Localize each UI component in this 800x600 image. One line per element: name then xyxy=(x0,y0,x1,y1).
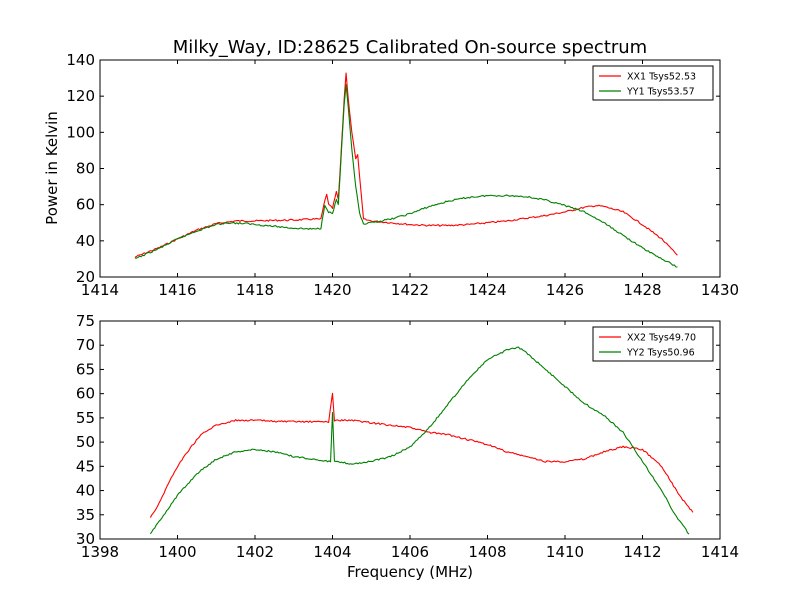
legend-box xyxy=(592,326,714,362)
y-tick-label: 45 xyxy=(76,457,95,475)
x-tick-label: 1412 xyxy=(623,543,661,561)
legend-entry: XX2 Tsys49.70 xyxy=(627,333,696,344)
y-tick-label: 80 xyxy=(76,160,95,178)
series-line xyxy=(149,392,694,518)
y-tick-label: 35 xyxy=(76,506,95,524)
chart-title: Milky_Way, ID:28625 Calibrated On-source… xyxy=(173,37,647,58)
x-tick-label: 1402 xyxy=(236,543,274,561)
y-tick-label: 65 xyxy=(76,360,95,378)
legend-entry: XX1 Tsys52.53 xyxy=(627,72,696,83)
x-tick-label: 1416 xyxy=(158,281,196,299)
x-tick-label: 1406 xyxy=(391,543,429,561)
y-tick-label: 60 xyxy=(76,196,95,214)
y-tick-label: 140 xyxy=(66,51,95,69)
x-tick-label: 1418 xyxy=(236,281,274,299)
y-tick-label: 20 xyxy=(76,268,95,286)
legend-entry: YY1 Tsys53.57 xyxy=(626,87,695,98)
y-tick-label: 40 xyxy=(76,482,95,500)
x-tick-label: 1424 xyxy=(468,281,506,299)
x-axis-label: Frequency (MHz) xyxy=(347,563,473,581)
x-tick-label: 1430 xyxy=(701,281,739,299)
y-tick-label: 120 xyxy=(66,87,95,105)
x-tick-label: 1420 xyxy=(313,281,351,299)
x-tick-label: 1410 xyxy=(546,543,584,561)
y-axis-label: Power in Kelvin xyxy=(43,111,61,225)
y-tick-label: 100 xyxy=(66,123,95,141)
x-tick-label: 1404 xyxy=(313,543,351,561)
y-tick-label: 75 xyxy=(76,312,95,330)
x-tick-label: 1414 xyxy=(81,281,119,299)
series-line xyxy=(134,84,678,268)
legend: XX1 Tsys52.53 YY1 Tsys53.57 xyxy=(592,65,714,101)
y-tick-label: 60 xyxy=(76,385,95,403)
legend-entry: YY2 Tsys50.96 xyxy=(626,348,695,359)
y-tick-label: 55 xyxy=(76,409,95,427)
x-tick-label: 1398 xyxy=(81,543,119,561)
legend-box xyxy=(592,65,714,101)
legend: XX2 Tsys49.70 YY2 Tsys50.96 xyxy=(592,326,714,362)
bottom-panel: 1398 1400 1402 1404 1406 1408 1410 1412 1414 30 35… xyxy=(76,312,739,561)
x-tick-label: 1428 xyxy=(623,281,661,299)
y-tick-label: 30 xyxy=(76,530,95,548)
y-tick-label: 50 xyxy=(76,433,95,451)
y-tick-label: 40 xyxy=(76,232,95,250)
x-tick-label: 1408 xyxy=(468,543,506,561)
x-tick-label: 1400 xyxy=(158,543,196,561)
series-line xyxy=(149,346,690,535)
y-tick-label: 70 xyxy=(76,336,95,354)
top-panel: 1414 1416 1418 1420 1422 1424 1426 1428 1430 20 40… xyxy=(66,51,739,299)
x-tick-label: 1414 xyxy=(701,543,739,561)
x-tick-label: 1426 xyxy=(546,281,584,299)
x-tick-label: 1422 xyxy=(391,281,429,299)
